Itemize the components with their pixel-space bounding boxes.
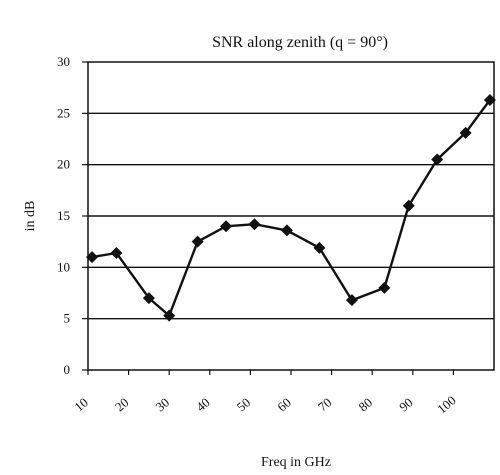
data-point-13 [459,126,472,139]
data-point-11 [402,199,415,212]
data-point-2 [142,292,155,305]
chart-title: SNR along zenith (q = 90°) [212,34,388,51]
x-axis-title: Freq in GHz [261,455,331,470]
xtick-label-50: 50 [234,395,254,415]
y-axis-title: in dB [23,201,38,232]
xtick-label-90: 90 [396,395,416,415]
data-point-0 [86,251,99,264]
ytick-label-10: 10 [57,259,70,274]
data-point-7 [280,224,293,237]
data-point-3 [163,309,176,322]
x-tick-labels: 10 20 30 40 50 60 70 80 90 100 [71,393,458,417]
data-point-10 [378,281,391,294]
data-point-6 [248,218,261,231]
ytick-label-15: 15 [57,208,70,223]
xtick-label-70: 70 [315,395,335,415]
data-point-12 [431,153,444,166]
ytick-label-30: 30 [57,54,70,69]
data-point-4 [191,235,204,248]
series-layer [86,93,496,322]
xtick-label-40: 40 [193,395,213,415]
ytick-label-20: 20 [57,157,70,172]
y-tick-labels: 0 5 10 15 20 25 30 [57,54,70,377]
series-line-0 [91,99,491,317]
data-point-8 [313,241,326,254]
data-point-1 [110,246,123,259]
xtick-label-10: 10 [71,395,91,415]
ytick-label-5: 5 [64,311,71,326]
ytick-label-0: 0 [64,362,71,377]
gridlines [82,61,494,375]
data-point-9 [345,294,358,307]
xtick-label-80: 80 [356,395,376,415]
ytick-label-25: 25 [57,105,70,120]
xtick-label-100: 100 [434,393,459,417]
xtick-label-30: 30 [153,395,173,415]
data-point-14 [483,93,496,106]
xtick-label-20: 20 [112,395,132,415]
xtick-label-60: 60 [274,395,294,415]
data-point-5 [220,220,233,233]
